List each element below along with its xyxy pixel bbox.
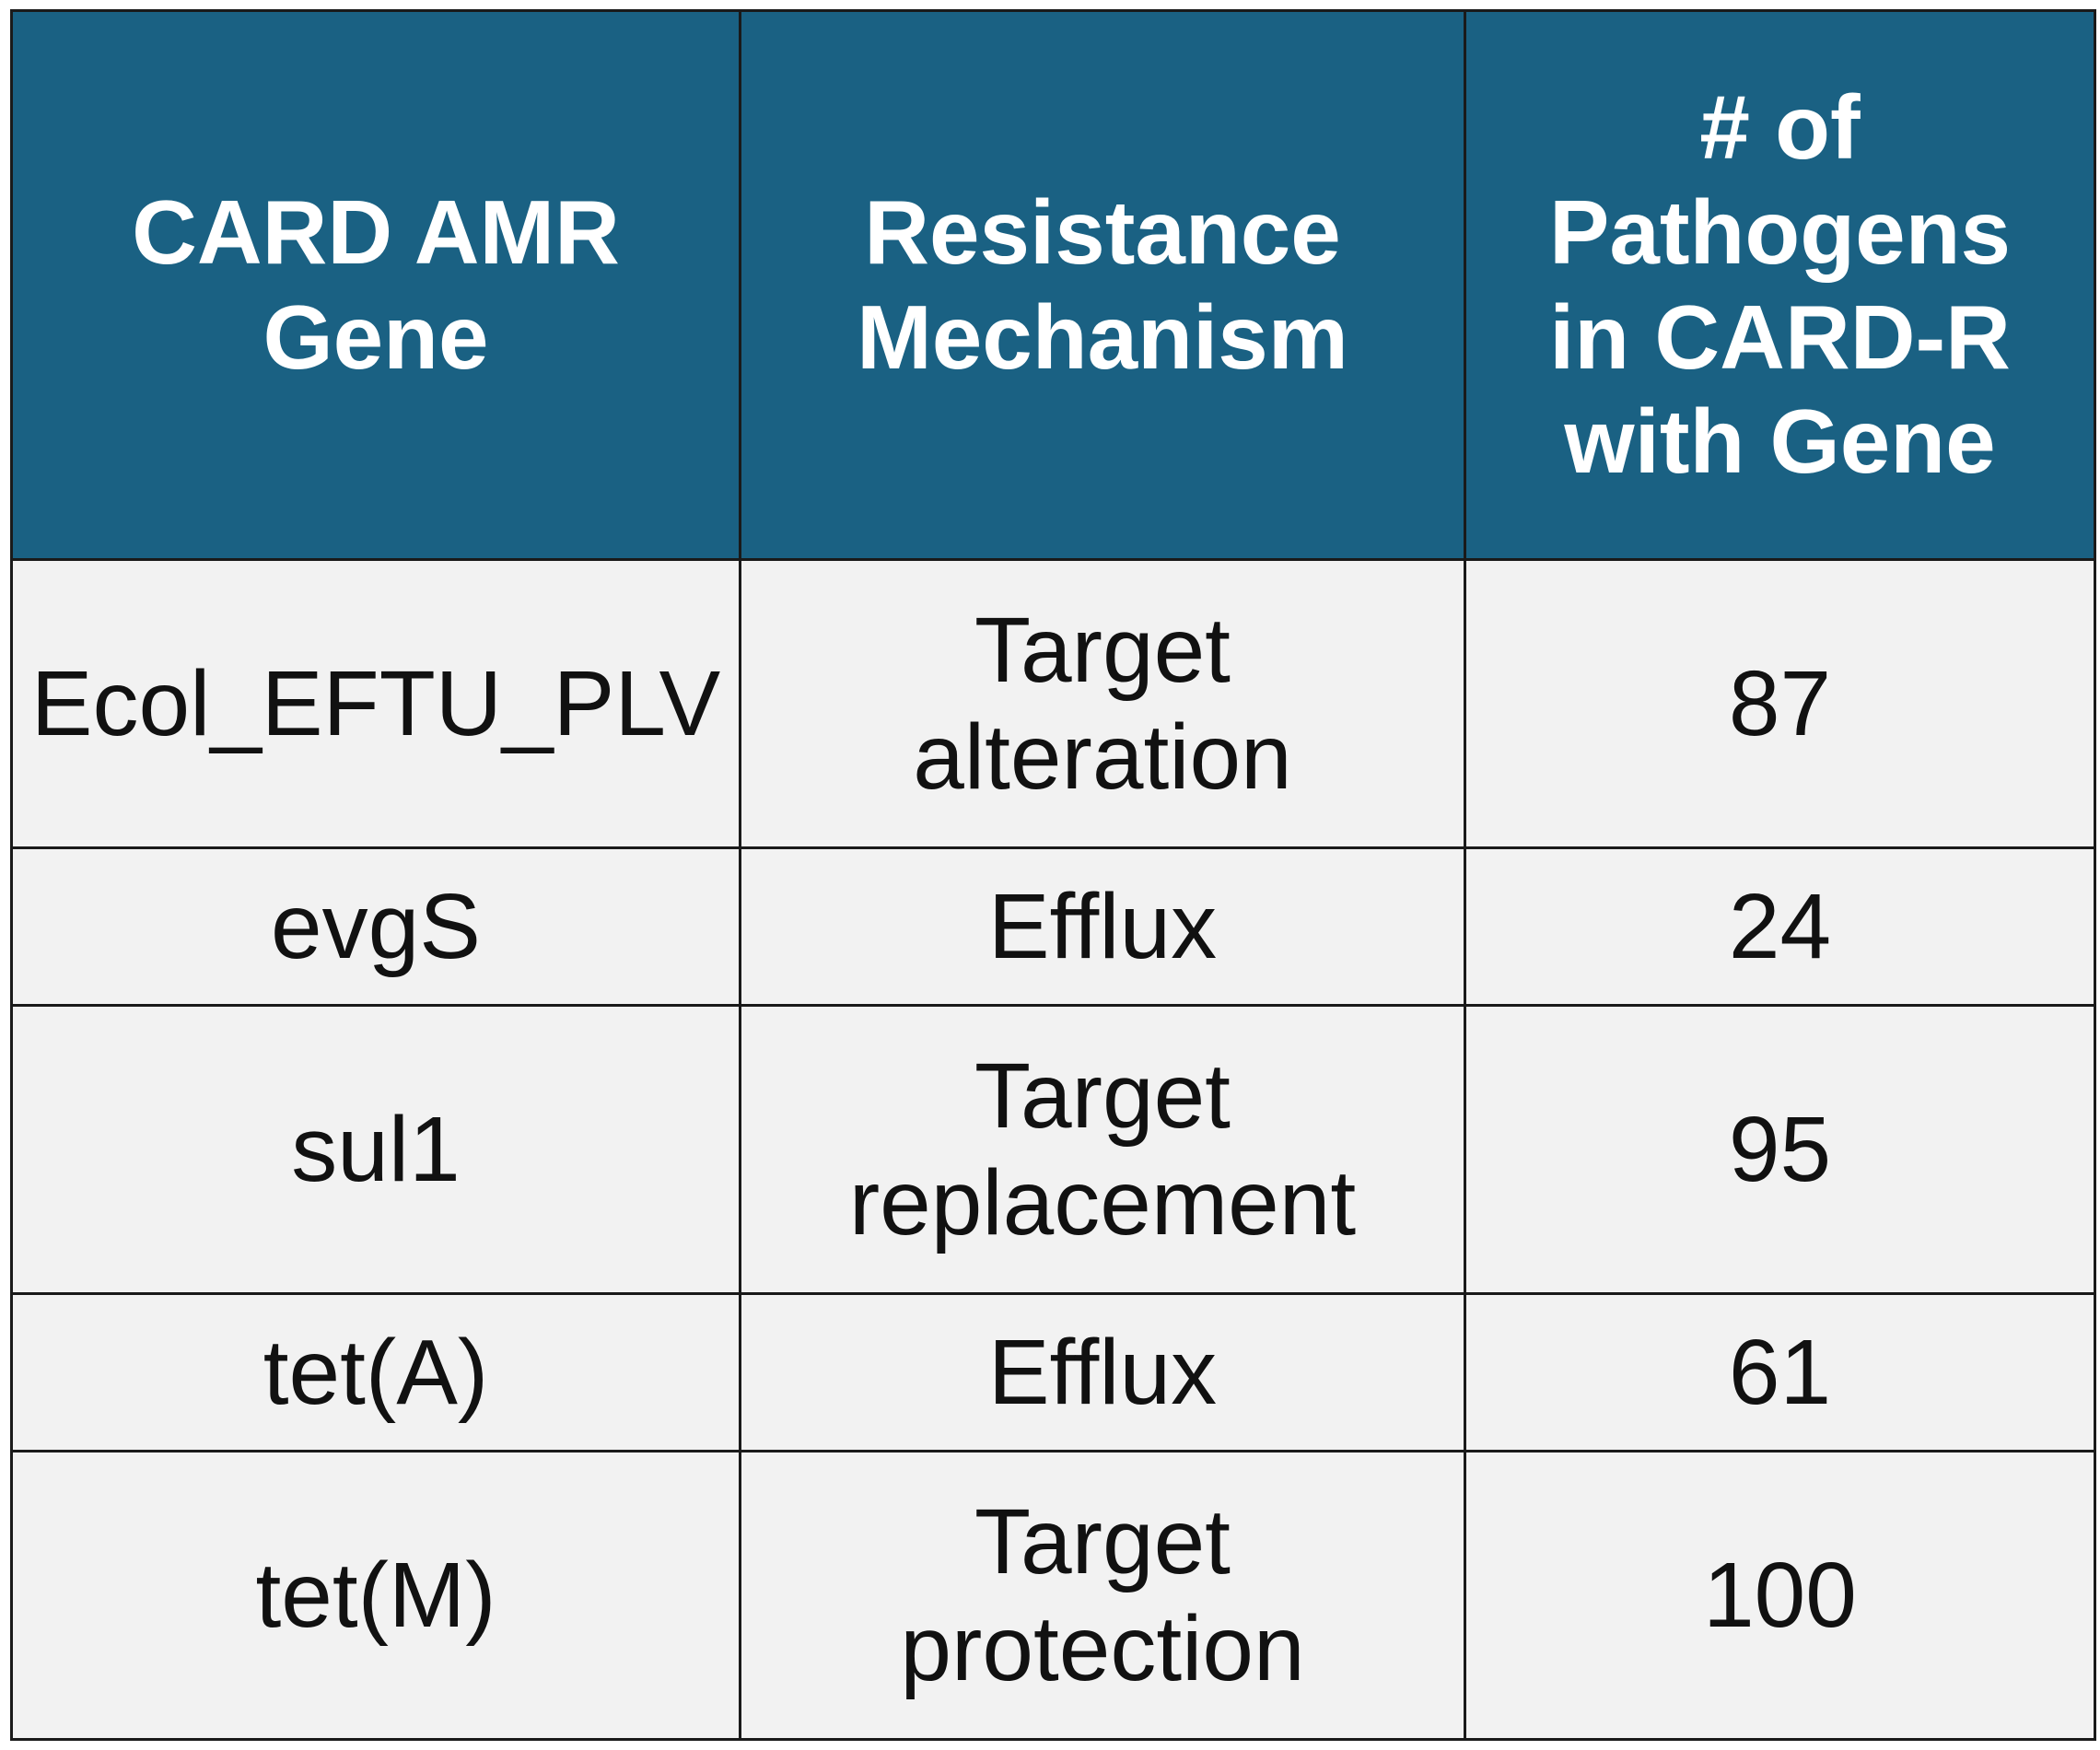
- mechanism-line-2: alteration: [913, 705, 1292, 809]
- table-row: Ecol_EFTU_PLV Target alteration 87: [10, 558, 2096, 849]
- header-mechanism-line-2: Mechanism: [857, 286, 1348, 388]
- mechanism-line-1: Efflux: [987, 874, 1218, 978]
- header-count-line-4: with Gene: [1564, 391, 1996, 493]
- count-cell: 100: [1464, 1450, 2096, 1741]
- mechanism-line-2: protection: [900, 1597, 1305, 1701]
- mechanism-line-1: Efflux: [987, 1321, 1218, 1425]
- header-card-amr-gene: CARD AMR Gene: [10, 9, 741, 561]
- count-cell: 24: [1464, 846, 2096, 1008]
- gene-cell: tet(A): [10, 1291, 741, 1453]
- mechanism-line-1: Target: [974, 1044, 1231, 1148]
- header-pathogen-count: # of Pathogens in CARD-R with Gene: [1464, 9, 2096, 561]
- mechanism-cell: Efflux: [739, 846, 1466, 1008]
- header-resistance-mechanism: Resistance Mechanism: [739, 9, 1466, 561]
- mechanism-line-1: Target: [974, 1490, 1231, 1594]
- header-gene-line-2: Gene: [262, 286, 489, 388]
- mechanism-cell: Target replacement: [739, 1004, 1466, 1295]
- table-row: tet(A) Efflux 61: [10, 1291, 2096, 1453]
- gene-cell: Ecol_EFTU_PLV: [10, 558, 741, 849]
- mechanism-cell: Target protection: [739, 1450, 1466, 1741]
- header-gene-line-1: CARD AMR: [132, 181, 620, 283]
- header-count-line-3: in CARD-R: [1549, 286, 2011, 388]
- header-mechanism-line-1: Resistance: [864, 181, 1341, 283]
- header-count-line-2: Pathogens: [1549, 181, 2011, 283]
- header-row: CARD AMR Gene Resistance Mechanism # of …: [10, 9, 2096, 561]
- gene-cell: evgS: [10, 846, 741, 1008]
- mechanism-line-2: replacement: [848, 1150, 1357, 1254]
- count-cell: 87: [1464, 558, 2096, 849]
- table-row: sul1 Target replacement 95: [10, 1004, 2096, 1295]
- header-count-line-1: # of: [1699, 76, 1861, 179]
- mechanism-line-1: Target: [974, 598, 1231, 702]
- table-row: tet(M) Target protection 100: [10, 1450, 2096, 1741]
- count-cell: 61: [1464, 1291, 2096, 1453]
- count-cell: 95: [1464, 1004, 2096, 1295]
- mechanism-cell: Target alteration: [739, 558, 1466, 849]
- mechanism-cell: Efflux: [739, 1291, 1466, 1453]
- gene-cell: tet(M): [10, 1450, 741, 1741]
- amr-gene-table: CARD AMR Gene Resistance Mechanism # of …: [10, 9, 2096, 1741]
- table-row: evgS Efflux 24: [10, 846, 2096, 1008]
- gene-cell: sul1: [10, 1004, 741, 1295]
